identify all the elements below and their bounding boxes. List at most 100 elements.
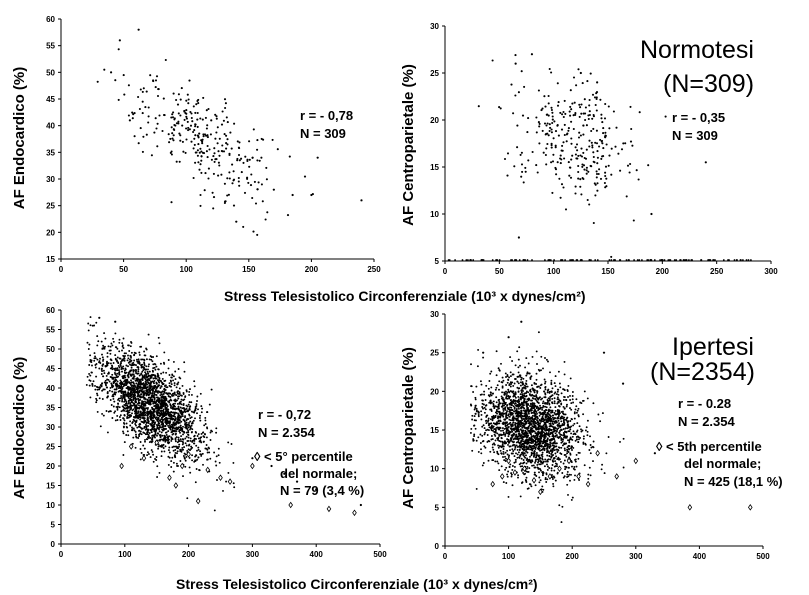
data-point (161, 417, 163, 420)
data-point (169, 137, 172, 140)
data-point (171, 433, 174, 436)
data-point (560, 446, 563, 449)
data-point (190, 424, 193, 427)
data-point (172, 128, 175, 131)
data-point (232, 204, 236, 207)
data-point (185, 407, 188, 410)
data-point (517, 366, 520, 369)
data-point (516, 435, 519, 438)
data-point (104, 379, 107, 382)
data-point (492, 414, 495, 417)
y-tick-label-br: 30 (430, 310, 439, 319)
data-point (151, 438, 153, 441)
legend-title-tr-1: Normotesi (640, 36, 754, 64)
data-point (170, 415, 173, 417)
data-point (528, 415, 531, 418)
data-point (518, 402, 521, 405)
data-point (577, 170, 580, 174)
data-point (490, 370, 493, 373)
data-point (571, 154, 574, 157)
data-point (508, 376, 511, 379)
data-point (122, 337, 125, 340)
data-point (150, 395, 153, 397)
data-point (162, 383, 165, 385)
data-point (591, 93, 595, 96)
data-point (167, 438, 169, 441)
data-point (562, 110, 565, 114)
data-point (567, 430, 570, 433)
y-tick-label-br: 5 (435, 503, 440, 512)
data-point (133, 416, 136, 419)
data-point (150, 356, 153, 358)
data-point (549, 415, 552, 418)
data-point (135, 398, 138, 401)
data-point (546, 391, 549, 394)
data-point (149, 383, 152, 385)
data-point (563, 422, 566, 425)
data-point (135, 401, 138, 404)
data-point (155, 386, 158, 389)
data-point (532, 464, 535, 467)
data-point (157, 375, 160, 378)
data-point (570, 498, 573, 501)
data-point (552, 137, 555, 140)
data-point (159, 413, 162, 416)
data-point (177, 112, 180, 115)
data-point (667, 259, 670, 261)
data-point (187, 429, 190, 432)
data-point (170, 423, 173, 426)
data-point (548, 123, 551, 126)
data-point (184, 151, 187, 154)
data-point (551, 118, 554, 121)
data-point (747, 259, 750, 261)
data-point (514, 94, 517, 97)
data-point (175, 436, 178, 439)
y-tick-label-br: 15 (430, 426, 439, 435)
data-point (177, 417, 180, 420)
data-point (556, 428, 559, 431)
data-point (118, 369, 120, 372)
data-point (191, 454, 194, 457)
data-point (135, 436, 138, 439)
data-point (185, 404, 188, 407)
data-point (516, 446, 519, 448)
data-point (510, 259, 512, 261)
data-point (512, 402, 514, 405)
data-point (172, 421, 175, 424)
data-point (138, 383, 141, 386)
data-point (132, 364, 135, 366)
data-point (599, 98, 602, 101)
data-point (182, 438, 185, 441)
data-point (201, 407, 204, 410)
data-point (170, 201, 173, 204)
x-tick-label-tr: 200 (656, 267, 670, 276)
data-point (130, 390, 133, 393)
data-point (209, 457, 212, 460)
data-point (143, 359, 146, 362)
data-point (116, 408, 119, 411)
data-point (507, 414, 510, 417)
data-point (592, 113, 595, 117)
x-tick-label-tr: 150 (601, 267, 615, 276)
data-point (194, 111, 197, 114)
data-point (121, 405, 124, 408)
data-point (112, 393, 115, 396)
data-point (215, 455, 218, 458)
data-point (636, 259, 639, 261)
data-point (147, 424, 150, 427)
data-point (134, 399, 137, 402)
data-point (225, 147, 228, 150)
data-point (104, 337, 107, 340)
data-point (490, 426, 492, 429)
data-point (185, 115, 188, 118)
data-point (114, 358, 117, 361)
data-point (590, 129, 593, 133)
data-point (188, 466, 191, 469)
data-point (215, 115, 218, 118)
data-point (169, 413, 172, 416)
data-point (181, 407, 184, 410)
data-point (150, 431, 153, 434)
data-point (180, 410, 183, 413)
panel-ipertesi-endocardico: AF Endocardico (%) 051015202530354045505… (11, 306, 387, 559)
data-point (174, 124, 177, 127)
